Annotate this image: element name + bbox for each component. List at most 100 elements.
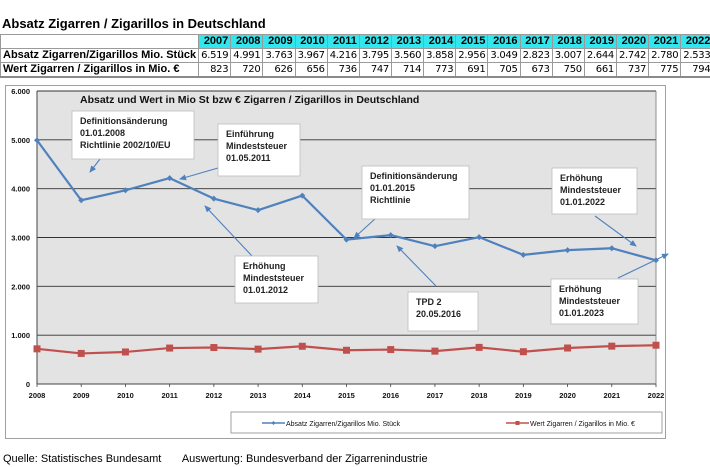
chart-legend: Absatz Zigarren/Zigarillos Mio. Stück We… [230,411,663,434]
data-point-absatz [34,137,40,144]
x-tick-label: 2011 [162,391,178,400]
data-point-absatz [431,243,438,250]
data-table: 2007 2008 2009 2010 2011 2012 2013 2014 … [0,34,710,78]
data-point-absatz [210,195,217,202]
table-row-absatz: Absatz Zigarren/Zigarillos Mio. Stück 6.… [0,48,710,63]
data-point-wert [121,348,129,356]
year-header: 2014 [423,34,457,49]
table-cell: 720 [230,62,264,78]
annotation-callout: Erhöhung Mindeststeuer 01.01.2022 [551,167,638,247]
y-tick-label: 6.000 [11,87,30,96]
table-cell: 3.007 [551,48,585,63]
x-tick-label: 2021 [603,391,620,400]
legend-label-wert: Wert Zigarren / Zigarillos in Mio. € [530,421,635,428]
x-tick-label: 2016 [382,391,399,400]
x-tick-label: 2020 [559,391,576,400]
annotation-text: 01.01.2008 [80,128,125,138]
year-header: 2021 [648,34,682,49]
annotation-text: 01.05.2011 [226,153,271,163]
annotation-text: Mindeststeuer [560,185,622,195]
annotation-text: Mindeststeuer [243,273,305,283]
data-point-wert [210,344,218,352]
data-point-wert [166,344,174,352]
data-point-absatz [166,175,173,182]
series-group [33,137,660,357]
row-label: Absatz Zigarren/Zigarillos Mio. Stück [0,48,200,63]
table-cell: 705 [487,62,521,78]
year-header: 2020 [615,34,650,49]
data-point-absatz [78,197,85,204]
legend-label-absatz: Absatz Zigarren/Zigarillos Mio. Stück [286,421,400,428]
annotation-arrow [617,253,669,279]
x-tick-label: 2013 [250,391,267,400]
year-header: 2015 [455,34,489,49]
data-point-absatz [122,187,129,194]
annotation-text: Definitionsänderung [80,116,168,126]
data-point-wert [33,345,41,353]
table-header-row: 2007 2008 2009 2010 2011 2012 2013 2014 … [0,34,710,49]
y-tick-label: 1.000 [11,331,30,340]
year-header: 2009 [262,34,296,49]
annotation-text: Richtlinie 2002/10/EU [80,140,171,150]
data-point-absatz [255,207,262,214]
annotation-text: Erhöhung [559,284,602,294]
page-title: Absatz Zigarren / Zigarillos in Deutschl… [2,16,266,31]
data-point-wert [254,345,262,353]
table-cell: 661 [583,62,617,78]
year-header: 2022 [680,34,710,49]
annotation-box [550,278,639,325]
table-cell: 2.533 [680,48,710,63]
annotation-arrow [204,205,253,257]
table-cell: 794 [680,62,710,78]
x-tick-label: 2014 [294,391,312,400]
x-tick-label: 2022 [648,391,665,400]
annotation-text: 01.01.2015 [370,183,415,193]
row-label: Wert Zigarren / Zigarillos in Mio. € [0,62,200,78]
table-cell: 773 [423,62,457,78]
table-row-wert: Wert Zigarren / Zigarillos in Mio. € 823… [0,62,710,78]
data-point-wert [298,342,306,350]
footer: Quelle: Statistisches Bundesamt Auswertu… [3,453,446,465]
x-tick-label: 2015 [338,391,355,400]
x-tick-label: 2018 [471,391,488,400]
annotation-box [234,255,319,304]
data-point-absatz [476,234,483,241]
table-cell: 4.216 [326,48,360,63]
data-point-absatz [564,247,571,254]
annotation-arrow [353,217,377,239]
annotation-box [71,110,195,160]
year-header: 2007 [198,34,232,49]
annotation-callout: Definitionsänderung 01.01.2008 Richtlinie … [71,110,195,173]
table-cell: 823 [198,62,232,78]
data-point-wert [387,346,395,354]
data-point-wert [652,341,660,349]
axes: 0 1.000 2.000 3.000 4.000 5.000 6.000 2008 2009 2… [11,87,664,400]
annotation-callout: Erhöhung Mindeststeuer 01.01.2012 [204,205,319,304]
y-tick-label: 0 [26,380,30,389]
x-tick-label: 2012 [206,391,223,400]
data-point-wert [564,344,572,352]
legend-marker-wert [515,421,520,425]
annotation-text: Mindeststeuer [226,141,288,151]
x-tick-label: 2017 [427,391,444,400]
annotation-callout: TPD 2 20.05.2016 [396,245,479,332]
x-tick-label: 2010 [117,391,134,400]
annotation-text: 01.01.2022 [560,197,605,207]
annotation-text: Einführung [226,129,274,139]
data-point-wert [431,347,439,355]
annotation-arrow [594,215,637,247]
annotation-box [217,123,301,177]
y-tick-label: 2.000 [11,282,30,291]
table-cell: 3.967 [294,48,328,63]
data-point-wert [608,342,616,350]
annotation-arrow [396,245,437,287]
annotation-callout: Definitionsänderung 01.01.2015 Richtlinie [353,165,470,239]
annotation-text: TPD 2 [416,297,442,307]
annotation-text: 01.01.2012 [243,285,288,295]
legend-marker-absatz [271,421,276,425]
annotation-callout: Erhöhung Mindeststeuer 01.01.2023 [550,253,669,325]
x-tick-label: 2019 [515,391,532,400]
annotation-box [361,165,470,220]
annotation-text: Richtlinie [370,195,411,205]
